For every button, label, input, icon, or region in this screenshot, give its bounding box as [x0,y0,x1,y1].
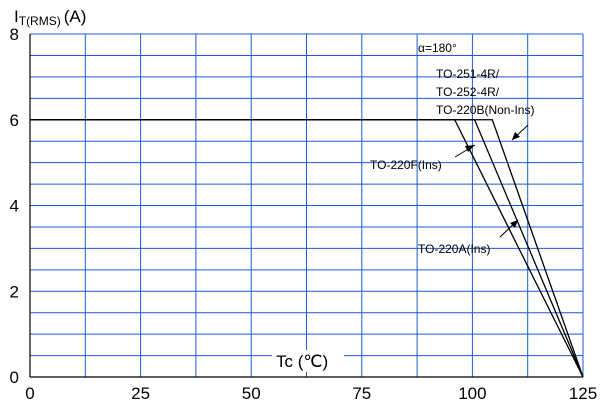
x-tick-label: 75 [352,384,371,403]
x-tick-label: 50 [242,384,261,403]
x-tick-label: 125 [569,384,597,403]
alpha-annotation: α=180° [418,41,457,55]
pkg-label-line-3: TO-220B(Non-Ins) [436,103,534,117]
y-tick-label: 4 [10,197,19,216]
to220a-label: TO-220A(Ins) [418,242,490,256]
x-tick-label: 100 [458,384,486,403]
grid [30,33,584,377]
y-tick-label: 0 [10,368,19,387]
arrow-to220b [511,124,529,141]
curves [30,119,584,378]
axes [29,34,583,378]
to220f-label: TO-220F(Ins) [370,158,442,172]
x-tick-label: 0 [25,384,34,403]
tick-labels: 0 25 50 75 100 125 0 2 4 6 8 [10,25,598,403]
x-tick-label: 25 [131,384,150,403]
y-tick-label: 6 [10,111,19,130]
pkg-label-line-2: TO-252-4R/ [436,85,500,99]
arrow-to220a [499,219,519,238]
y-axis-title: IT(RMS) (A) [14,7,86,28]
y-tick-label: 8 [10,25,19,44]
x-axis-title: Tc (℃) [276,352,328,371]
series-line [30,119,584,378]
x-axis-title-bg [272,350,344,372]
y-tick-label: 2 [10,282,19,301]
pkg-label-line-1: TO-251-4R/ [436,67,500,81]
arrow-to220f [454,144,476,158]
